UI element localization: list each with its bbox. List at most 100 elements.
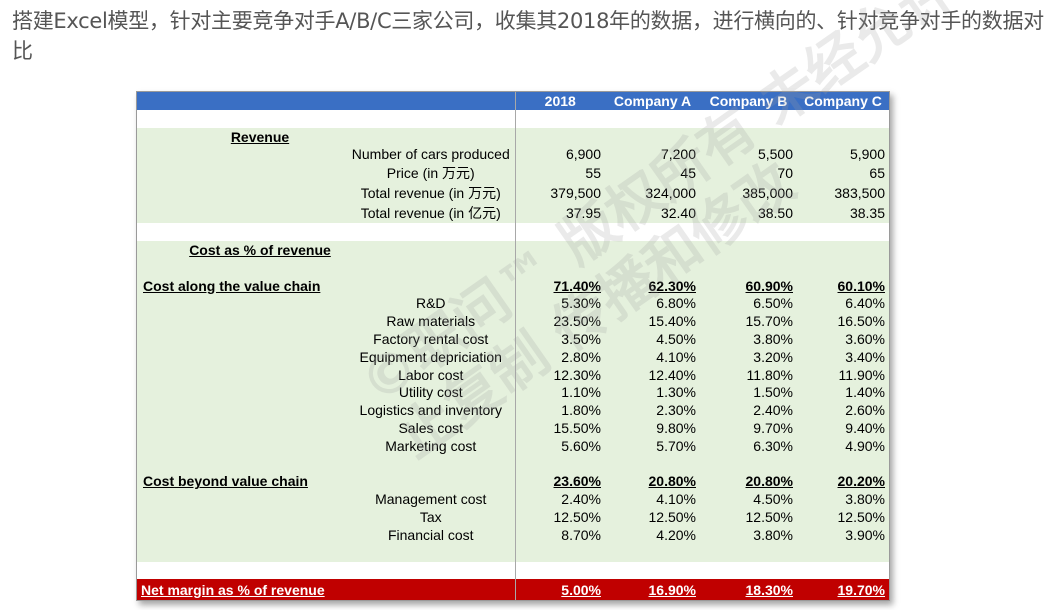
value-cell: 12.40% [605, 365, 700, 384]
value-cell: 11.90% [797, 365, 889, 384]
intro-text: 搭建Excel模型，针对主要竞争对手A/B/C三家公司，收集其2018年的数据，… [12, 9, 1044, 63]
value-cell: 6.40% [797, 294, 889, 313]
empty-cell [515, 241, 605, 259]
value-cell: 1.80% [515, 401, 605, 420]
data-row: Marketing cost 5.60% 5.70% 6.30% 4.90% [137, 436, 889, 455]
value-cell: 4.50% [700, 490, 797, 509]
total-cell: 20.20% [797, 472, 889, 491]
value-cell: 15.70% [700, 312, 797, 331]
value-cell: 12.50% [797, 508, 889, 526]
empty-cell [347, 579, 516, 601]
spacer-row [137, 454, 889, 473]
value-cell: 70 [700, 163, 797, 184]
spacer-row [137, 543, 889, 562]
empty-cell [137, 454, 347, 473]
row-label: Price (in 万元) [347, 163, 516, 184]
empty-cell [137, 294, 347, 313]
empty-cell [137, 365, 347, 384]
row-label: Utility cost [347, 383, 516, 402]
value-cell: 3.80% [797, 490, 889, 509]
empty-cell [137, 525, 347, 544]
value-cell: 9.80% [605, 419, 700, 437]
empty-cell [797, 127, 889, 146]
spacer-row [137, 561, 889, 580]
value-cell: 38.35 [797, 203, 889, 224]
value-cell: 55 [515, 163, 605, 184]
value-cell: 8.70% [515, 525, 605, 544]
row-label: R&D [347, 294, 516, 313]
value-cell: 1.10% [515, 383, 605, 402]
empty-cell [137, 401, 347, 420]
data-row: Price (in 万元) 55 45 70 65 [137, 163, 889, 184]
empty-cell [515, 561, 605, 580]
row-label: Tax [347, 508, 516, 526]
value-cell: 5.70% [605, 436, 700, 455]
header-cell: Company B [700, 92, 797, 110]
empty-cell [347, 127, 516, 146]
value-cell: 6.80% [605, 294, 700, 313]
empty-cell [137, 163, 347, 184]
empty-cell [347, 258, 516, 277]
empty-cell [605, 241, 700, 259]
empty-cell [137, 436, 347, 455]
section-title-value-chain: Cost along the value chain [137, 276, 347, 295]
row-label: Labor cost [347, 365, 516, 384]
header-empty [137, 92, 347, 110]
net-margin-value: 18.30% [700, 579, 797, 601]
value-cell: 379,500 [515, 183, 605, 204]
value-cell: 4.10% [605, 490, 700, 509]
spacer-row [137, 258, 889, 277]
empty-cell [137, 145, 347, 164]
empty-cell [797, 543, 889, 562]
empty-cell [137, 183, 347, 204]
row-label: Sales cost [347, 419, 516, 437]
empty-cell [347, 276, 516, 295]
data-row: Utility cost 1.10% 1.30% 1.50% 1.40% [137, 383, 889, 402]
value-cell: 1.40% [797, 383, 889, 402]
empty-cell [137, 383, 347, 402]
value-cell: 7,200 [605, 145, 700, 164]
net-margin-value: 19.70% [797, 579, 889, 601]
header-cell: Company C [797, 92, 889, 110]
value-cell: 9.70% [700, 419, 797, 437]
row-label: Number of cars produced [347, 145, 516, 164]
empty-cell [347, 241, 516, 259]
section-row: Revenue [137, 127, 889, 146]
empty-cell [347, 472, 516, 491]
value-cell: 3.20% [700, 347, 797, 366]
value-cell: 4.50% [605, 330, 700, 348]
header-cell: Company A [605, 92, 700, 110]
value-cell: 23.50% [515, 312, 605, 331]
empty-cell [347, 223, 516, 242]
value-cell: 5.60% [515, 436, 605, 455]
value-cell: 16.50% [797, 312, 889, 331]
empty-cell [515, 543, 605, 562]
value-cell: 2.60% [797, 401, 889, 420]
row-label: Total revenue (in 万元) [347, 183, 516, 204]
spreadsheet-table: 2018 Company A Company B Company C Revenue Nu… [136, 0, 1014, 602]
empty-cell [137, 312, 347, 331]
row-label: Logistics and inventory [347, 401, 516, 420]
empty-cell [137, 561, 347, 580]
total-cell: 20.80% [700, 472, 797, 491]
empty-cell [700, 241, 797, 259]
data-row: Total revenue (in 万元) 379,500 324,000 385,0… [137, 183, 889, 204]
value-cell: 2.80% [515, 347, 605, 366]
empty-cell [797, 223, 889, 242]
row-label: Equipment depriciation [347, 347, 516, 366]
data-row: Tax 12.50% 12.50% 12.50% 12.50% [137, 508, 889, 526]
value-cell: 385,000 [700, 183, 797, 204]
section-title-cost: Cost as % of revenue [137, 241, 347, 259]
row-label: Financial cost [347, 525, 516, 544]
value-cell: 6.30% [700, 436, 797, 455]
empty-cell [797, 258, 889, 277]
total-cell: 60.10% [797, 276, 889, 295]
empty-cell [605, 543, 700, 562]
value-cell: 4.10% [605, 347, 700, 366]
total-cell: 23.60% [515, 472, 605, 491]
section-title-beyond: Cost beyond value chain [137, 472, 347, 491]
empty-cell [347, 110, 516, 128]
empty-cell [137, 110, 347, 128]
value-cell: 11.80% [700, 365, 797, 384]
value-cell: 32.40 [605, 203, 700, 224]
